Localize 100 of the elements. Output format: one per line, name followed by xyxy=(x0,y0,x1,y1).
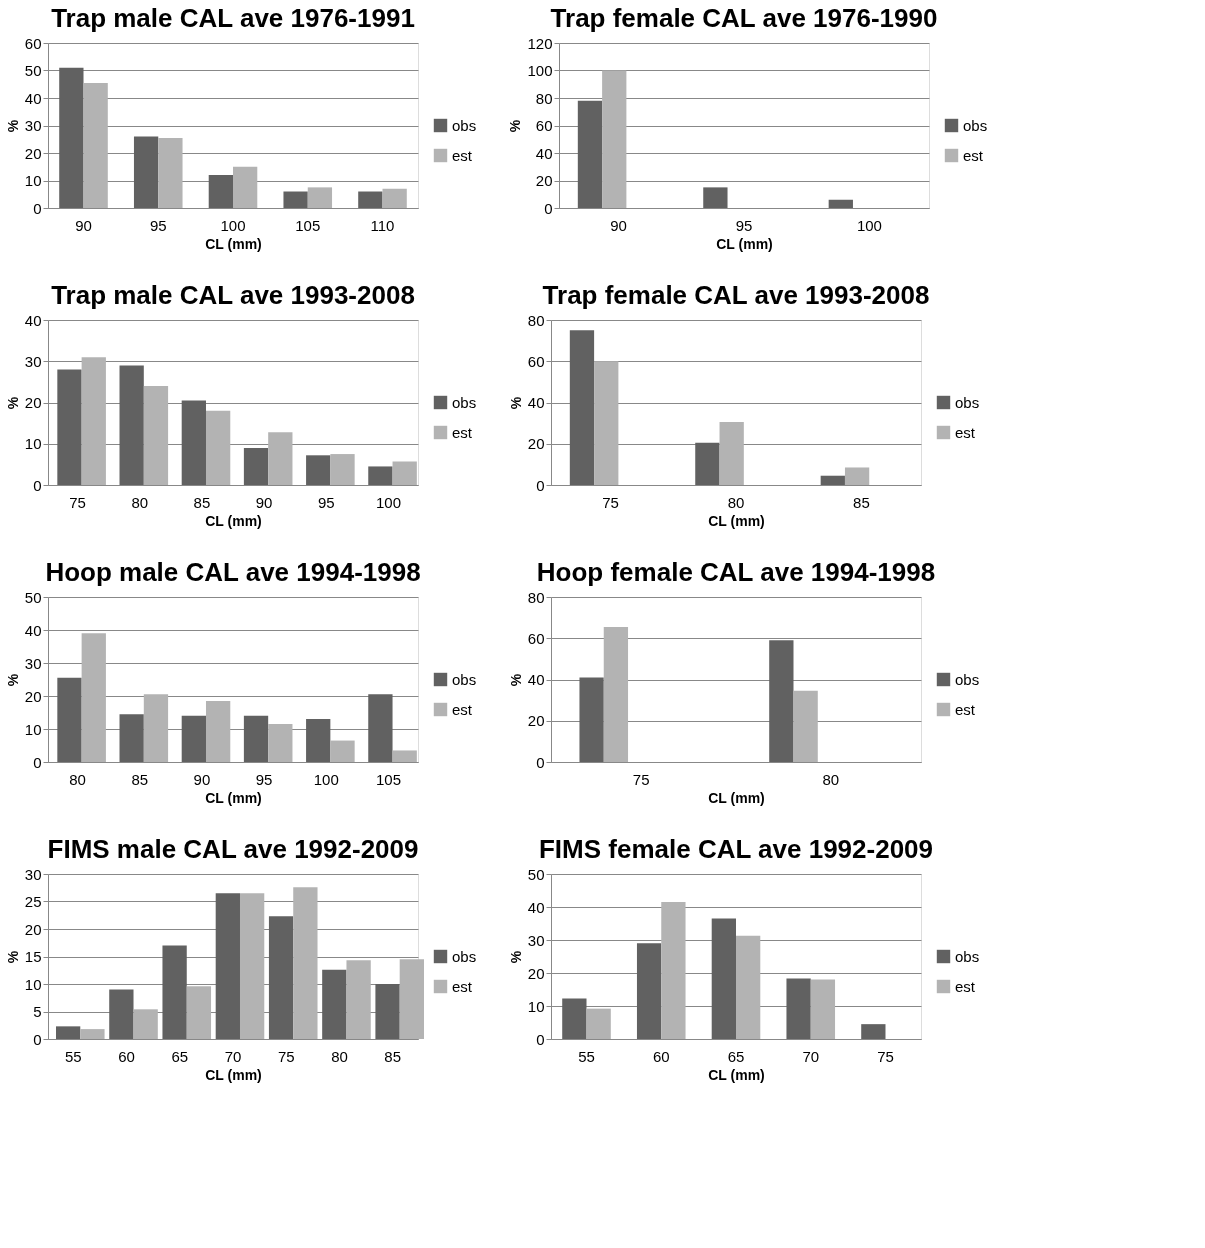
y-tick-label: 50 xyxy=(24,62,42,79)
bar xyxy=(81,633,106,762)
bar xyxy=(205,410,231,485)
bar xyxy=(181,400,206,485)
bar xyxy=(268,724,293,762)
y-tick-label: 20 xyxy=(24,394,42,411)
x-tick-label: 60 xyxy=(118,1047,135,1065)
y-tick-label: 50 xyxy=(527,865,545,883)
y-tick-label: 40 xyxy=(527,898,545,916)
bar xyxy=(736,935,761,1039)
bar xyxy=(268,916,294,1039)
bar xyxy=(569,330,595,485)
legend-label: est xyxy=(452,977,473,995)
x-tick-label: 95 xyxy=(735,216,753,234)
x-tick-label: 80 xyxy=(822,770,840,788)
y-tick-label: 30 xyxy=(24,352,42,370)
bar xyxy=(306,719,331,762)
y-axis-title: % xyxy=(507,950,524,964)
y-axis-title: % xyxy=(4,119,21,133)
chart-title: Trap female CAL ave 1993-2008 xyxy=(542,280,930,310)
y-tick-label: 30 xyxy=(527,931,545,949)
legend-label: est xyxy=(452,423,473,441)
bar xyxy=(636,943,662,1039)
y-tick-label: 60 xyxy=(535,117,553,134)
y-tick-label: 0 xyxy=(544,199,553,217)
chart-title: Hoop female CAL ave 1994-1998 xyxy=(536,557,936,587)
x-axis-title: CL (mm) xyxy=(205,235,262,252)
x-tick-label: 80 xyxy=(727,493,745,511)
bar xyxy=(80,1029,105,1039)
bar xyxy=(162,945,187,1039)
chart-title: Trap male CAL ave 1976-1991 xyxy=(51,3,415,33)
y-tick-label: 20 xyxy=(24,144,42,162)
x-tick-label: 60 xyxy=(652,1047,670,1065)
y-tick-label: 20 xyxy=(24,687,42,705)
x-tick-label: 100 xyxy=(313,770,339,788)
bar xyxy=(392,461,417,485)
x-tick-label: 80 xyxy=(69,770,86,788)
x-tick-label: 90 xyxy=(75,216,92,234)
legend-label: est xyxy=(955,423,976,441)
bar xyxy=(55,1026,81,1039)
x-tick-label: 100 xyxy=(375,493,401,511)
bar xyxy=(133,136,159,208)
bar xyxy=(793,690,818,762)
bar xyxy=(844,467,870,485)
y-axis-title: % xyxy=(4,950,21,964)
bar xyxy=(307,187,333,208)
y-tick-label: 10 xyxy=(24,975,42,993)
y-tick-label: 15 xyxy=(24,948,42,965)
bar xyxy=(820,475,845,485)
x-tick-label: 75 xyxy=(877,1047,894,1065)
bar xyxy=(810,979,836,1039)
x-tick-label: 105 xyxy=(295,216,321,234)
x-tick-label: 95 xyxy=(255,770,273,788)
bar xyxy=(109,989,134,1039)
x-tick-label: 90 xyxy=(193,770,211,788)
y-tick-label: 10 xyxy=(527,997,545,1015)
bar xyxy=(392,750,417,762)
y-tick-label: 80 xyxy=(527,311,545,329)
y-tick-label: 50 xyxy=(24,588,42,606)
y-tick-label: 0 xyxy=(33,753,42,771)
bar xyxy=(215,893,240,1039)
bar xyxy=(346,960,371,1039)
y-tick-label: 0 xyxy=(33,199,42,217)
legend-label: obs xyxy=(452,670,477,688)
y-axis-title: % xyxy=(4,396,21,410)
bar xyxy=(719,422,744,485)
bar xyxy=(186,986,212,1039)
x-axis-title: CL (mm) xyxy=(205,512,262,529)
x-tick-label: 75 xyxy=(69,493,86,511)
bar xyxy=(81,357,106,485)
bar xyxy=(695,442,720,485)
y-tick-label: 25 xyxy=(24,893,42,910)
bar xyxy=(133,1009,158,1039)
bar xyxy=(358,191,383,208)
y-tick-label: 20 xyxy=(527,712,545,730)
y-tick-label: 0 xyxy=(33,476,42,494)
y-tick-label: 60 xyxy=(527,629,545,647)
chart-title: FIMS male CAL ave 1992-2009 xyxy=(47,834,419,864)
bar xyxy=(703,187,728,208)
x-tick-label: 55 xyxy=(64,1047,82,1065)
bar xyxy=(243,447,269,485)
x-tick-label: 80 xyxy=(131,493,149,511)
y-tick-label: 0 xyxy=(536,753,545,771)
bar xyxy=(143,386,169,485)
bar xyxy=(602,70,627,208)
bar xyxy=(268,432,293,485)
x-tick-label: 95 xyxy=(317,493,335,511)
bar xyxy=(208,175,233,208)
legend-label: obs xyxy=(955,670,980,688)
y-tick-label: 40 xyxy=(527,394,545,411)
bar xyxy=(828,199,853,208)
x-tick-label: 75 xyxy=(277,1047,295,1065)
legend-label: est xyxy=(955,977,976,995)
y-tick-label: 20 xyxy=(527,964,545,982)
bar xyxy=(594,361,619,485)
legend-label: obs xyxy=(452,116,477,134)
x-tick-label: 90 xyxy=(255,493,273,511)
y-tick-label: 30 xyxy=(24,117,42,134)
x-axis-title: CL (mm) xyxy=(708,789,765,806)
x-tick-label: 55 xyxy=(578,1047,595,1065)
